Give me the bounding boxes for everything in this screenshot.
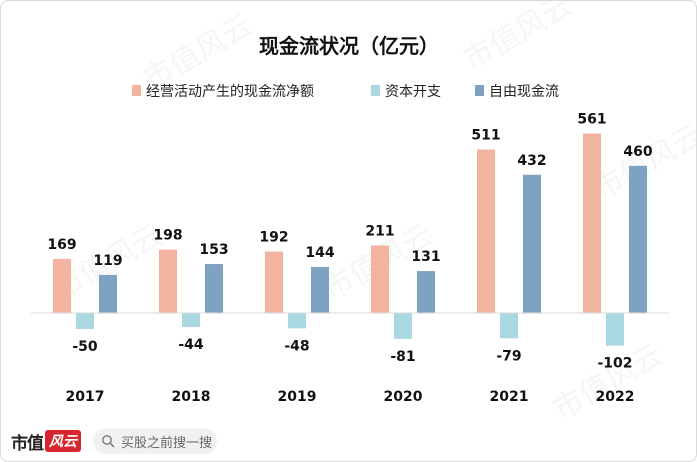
watermark-text: 市值风云: [548, 338, 669, 421]
chart-title: 现金流状况（亿元）: [259, 34, 439, 58]
logo-text: 市值: [11, 433, 44, 454]
x-tick-2022: 2022: [596, 389, 635, 405]
data-label-2017-series-3: 119: [93, 253, 122, 269]
data-label-2021-series-3: 432: [517, 153, 546, 169]
value-labels: 169 -50 119 198 -44 153 192 -48 144 211 -81 131 511 -…: [47, 111, 652, 371]
data-label-2021-series-2: -79: [496, 348, 521, 364]
x-tick-2019: 2019: [278, 389, 317, 405]
x-tick-2018: 2018: [172, 389, 211, 405]
logo-badge: 风云: [45, 430, 81, 452]
footer: 市值 风云 买股之前搜一搜: [1, 421, 696, 461]
x-tick-2021: 2021: [490, 389, 529, 405]
search-placeholder: 买股之前搜一搜: [121, 435, 213, 451]
legend-label-1: 经营活动产生的现金流净额: [146, 84, 314, 100]
data-label-2019-series-3: 144: [305, 245, 334, 261]
legend-swatch-2: [371, 85, 380, 96]
bar-2022-series-1: [583, 133, 601, 313]
cash-flow-chart: 市值风云市值风云市值风云市值风云市值风云市值风云 现金流状况（亿元） 经营活动产…: [31, 1, 696, 421]
data-label-2018-series-1: 198: [153, 228, 182, 244]
bar-2022-series-2: [606, 313, 624, 346]
brand-logo[interactable]: 市值 风云: [11, 429, 81, 454]
bar-2018-series-1: [159, 249, 177, 313]
bar-2020-series-1: [371, 245, 389, 313]
bar-2021-series-3: [523, 174, 541, 313]
bar-2017-series-2: [76, 313, 94, 329]
bar-layer: [53, 133, 647, 346]
data-label-2022-series-2: -102: [597, 356, 632, 372]
watermark-text: 市值风云: [458, 1, 579, 78]
data-label-2018-series-2: -44: [178, 337, 204, 353]
bar-2018-series-3: [205, 264, 223, 313]
x-tick-2017: 2017: [66, 389, 105, 405]
legend-swatch-3: [475, 85, 484, 96]
data-label-2021-series-1: 511: [471, 127, 500, 143]
data-label-2020-series-1: 211: [365, 223, 394, 239]
data-label-2020-series-2: -81: [390, 349, 415, 365]
legend-label-2: 资本开支: [385, 84, 441, 100]
search-box[interactable]: 买股之前搜一搜: [93, 428, 217, 454]
bar-2019-series-1: [265, 251, 283, 313]
data-label-2022-series-3: 460: [623, 144, 652, 160]
data-label-2020-series-3: 131: [411, 249, 440, 265]
bar-2019-series-2: [288, 313, 306, 329]
bar-2021-series-2: [500, 313, 518, 339]
data-label-2017-series-2: -50: [72, 339, 98, 355]
search-icon: [102, 435, 115, 448]
x-axis-ticks: 2017 2018 2019 2020 2021 2022: [66, 389, 635, 405]
data-label-2022-series-1: 561: [577, 111, 606, 127]
bar-2017-series-3: [99, 274, 117, 313]
data-label-2018-series-3: 153: [199, 242, 228, 258]
chart-legend: 经营活动产生的现金流净额 资本开支 自由现金流: [132, 84, 559, 100]
bar-2020-series-3: [417, 271, 435, 313]
data-label-2019-series-1: 192: [259, 230, 288, 246]
bar-2020-series-2: [394, 313, 412, 339]
legend-swatch-1: [132, 85, 141, 96]
bar-2022-series-3: [629, 165, 647, 313]
bar-2021-series-1: [477, 149, 495, 313]
legend-label-3: 自由现金流: [489, 84, 559, 100]
bar-2017-series-1: [53, 258, 71, 313]
data-label-2017-series-1: 169: [47, 237, 76, 253]
bar-2019-series-3: [311, 266, 329, 313]
bar-2018-series-2: [182, 313, 200, 328]
x-tick-2020: 2020: [384, 389, 423, 405]
data-label-2019-series-2: -48: [284, 338, 309, 354]
